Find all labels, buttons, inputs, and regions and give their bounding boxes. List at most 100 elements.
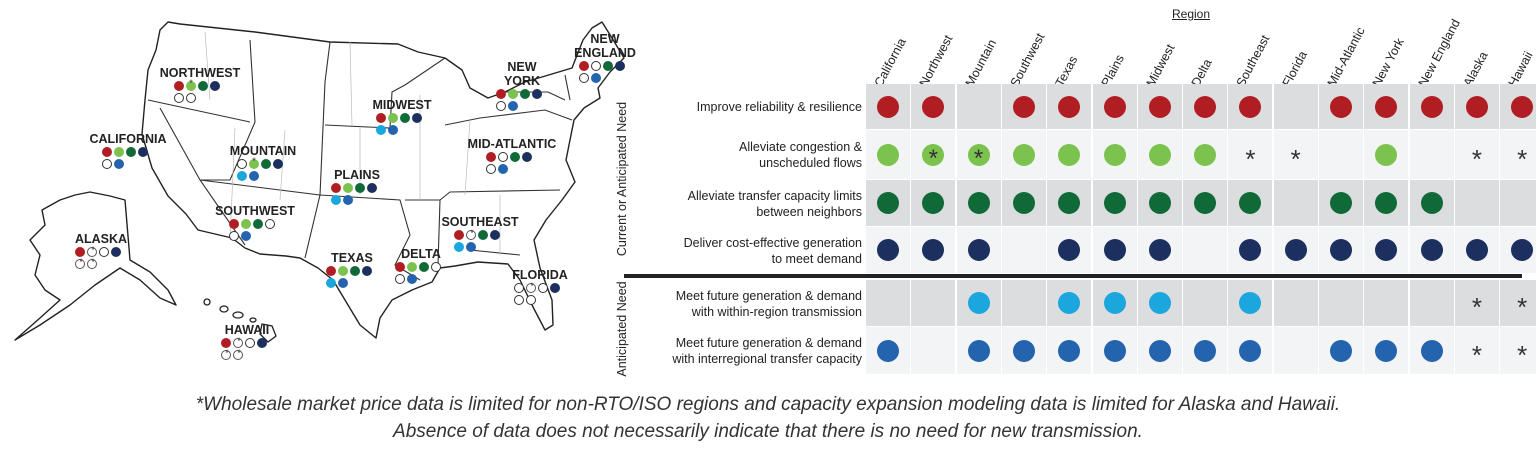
need-dot [1194,95,1217,118]
matrix-cell [1183,327,1228,374]
matrix-cell [1319,130,1363,179]
need-dot [1012,143,1035,166]
map-need-marker [520,89,530,99]
limited-data-asterisk-icon: * [470,228,474,238]
need-dot [1375,143,1398,166]
limited-data-asterisk-icon: * [1471,292,1482,322]
map-need-marker [388,125,398,135]
map-need-marker [350,266,360,276]
map-label-line: MID-ATLANTIC [467,137,557,151]
map-need-marker: * [249,156,259,169]
matrix-cell [1273,280,1318,326]
matrix-cell [1500,227,1536,273]
map-need-marker [221,338,231,348]
matrix-cell [1228,84,1273,129]
matrix-cell [1137,327,1182,374]
map-need-marker: * [233,348,243,360]
matrix-cell [1364,280,1409,326]
column-header-mid-atlantic: Mid-Atlantic [1324,24,1368,89]
map-need-marker [261,159,271,169]
limited-data-asterisk-icon: * [1290,143,1301,174]
map-need-marker [508,101,518,111]
map-need-marker [114,159,124,169]
need-dot [1012,339,1035,362]
map-need-marker [431,262,441,272]
row-label-line: Alleviate congestion & [739,140,862,154]
row-label-line: between neighbors [756,204,862,219]
matrix-cell: * [1454,327,1499,374]
map-need-marker [338,278,348,288]
map-need-marker [343,195,353,205]
map-need-marker [538,283,548,293]
map-need-marker [229,231,239,241]
matrix-cell: * [956,130,1001,179]
map-need-marker: * [233,336,243,348]
map-need-marker [326,278,336,288]
map-need-marker: * [466,228,476,240]
map-label-line: YORK [503,74,541,88]
map-label-line: NORTHWEST [159,66,241,80]
need-dot [1420,192,1443,214]
map-need-marker [186,93,196,103]
need-dot [1148,143,1171,166]
group-label-anticipated: Anticipated Need [615,281,629,377]
map-need-marker [229,219,239,229]
map-label-line: TEXAS [331,251,373,265]
matrix-cell [1273,227,1318,273]
map-need-marker [198,81,208,91]
map-need-marker [257,338,267,348]
map-need-marker [579,61,589,71]
need-dot [1420,239,1443,261]
map-need-marker [367,183,377,193]
column-header-new-york: New York [1369,35,1408,89]
map-need-markers: * * * [221,336,273,360]
matrix-cell [1047,84,1092,129]
need-dot [1239,95,1262,118]
row-label-text: Deliver cost-effective generation to meet… [684,235,862,267]
map-need-marker [249,171,259,181]
map-need-marker [591,61,601,71]
row-label-line: to meet demand [771,251,862,266]
map-need-marker [241,231,251,241]
need-dot [1420,339,1443,362]
need-dot [1148,292,1171,314]
matrix-cell [956,227,1001,273]
need-dot [1239,292,1262,314]
need-dot [1148,192,1171,214]
limited-data-asterisk-icon: * [1245,143,1256,174]
matrix-cell [1319,327,1363,374]
need-dot [1148,339,1171,362]
matrix-cell [1001,280,1046,326]
matrix-cell [1047,327,1092,374]
matrix-cell [1001,227,1046,273]
map-need-marker: * [526,281,536,293]
need-dot [1375,339,1398,362]
map-need-marker [466,242,476,252]
map-need-marker [237,159,247,169]
map-label-new-york: NEW YORK [504,60,540,88]
map-need-marker [407,262,417,272]
map-need-marker [174,81,184,91]
row-label-line: Improve reliability & resilience [696,100,862,114]
matrix-cell [1319,84,1363,129]
map-label-line: MOUNTAIN [229,144,297,158]
limited-data-asterisk-icon: * [189,78,193,88]
map-need-markers [331,183,383,205]
map-need-marker: * [75,257,85,269]
map-label-line: ALASKA [74,232,128,246]
need-dot [1194,143,1217,166]
map-need-marker [102,147,112,157]
map-need-marker [126,147,136,157]
matrix-cell: * [1500,327,1536,374]
limited-data-asterisk-icon: * [1517,339,1528,370]
map-need-marker [591,73,601,83]
need-dot [1058,339,1081,362]
matrix-cell [956,280,1001,326]
map-need-marker [99,247,109,257]
matrix-cell [1137,180,1182,226]
map-need-marker: * [87,245,97,257]
row-label-generation: Deliver cost-effective generation to meet… [640,227,862,274]
need-dot [922,239,945,261]
us-region-map [14,21,625,343]
map-need-marker [343,183,353,193]
